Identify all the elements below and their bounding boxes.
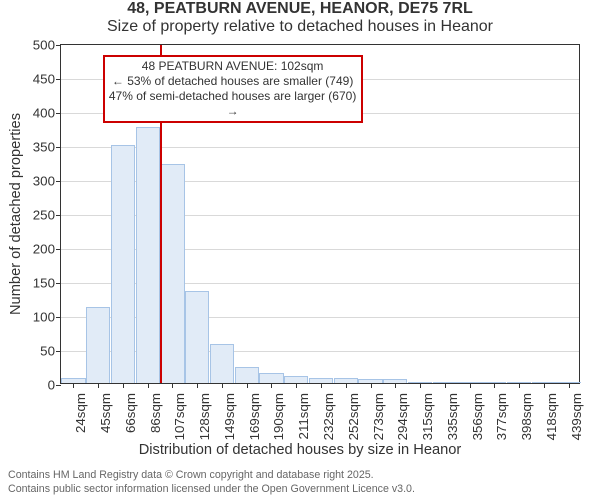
xtick-mark: [222, 383, 223, 388]
xtick-label: 335sqm: [445, 389, 460, 440]
xtick-label: 66sqm: [123, 389, 138, 433]
xtick-mark: [98, 383, 99, 388]
attribution-footer: Contains HM Land Registry data © Crown c…: [0, 469, 415, 496]
histogram-bar: [136, 127, 160, 383]
ytick-label: 200: [33, 242, 61, 257]
xtick-mark: [494, 383, 495, 388]
ytick-label: 500: [33, 38, 61, 53]
xtick-label: 377sqm: [494, 389, 509, 440]
xtick-mark: [172, 383, 173, 388]
xtick-mark: [544, 383, 545, 388]
histogram-bar: [86, 307, 110, 383]
xtick-label: 169sqm: [247, 389, 262, 440]
histogram-bar: [259, 373, 283, 383]
callout-line1: 48 PEATBURN AVENUE: 102sqm: [109, 59, 357, 74]
xtick-mark: [321, 383, 322, 388]
xtick-mark: [346, 383, 347, 388]
ytick-label: 300: [33, 174, 61, 189]
xtick-mark: [395, 383, 396, 388]
ytick-label: 450: [33, 72, 61, 87]
xtick-label: 24sqm: [73, 389, 88, 433]
histogram-bar: [111, 145, 135, 383]
histogram-bar: [235, 367, 259, 383]
ytick-label: 50: [40, 344, 61, 359]
xtick-label: 107sqm: [172, 389, 187, 440]
chart-title-line2: Size of property relative to detached ho…: [0, 18, 600, 36]
ytick-label: 350: [33, 140, 61, 155]
xtick-mark: [271, 383, 272, 388]
xtick-mark: [569, 383, 570, 388]
xtick-mark: [73, 383, 74, 388]
x-axis-label: Distribution of detached houses by size …: [139, 442, 462, 458]
callout-line3: 47% of semi-detached houses are larger (…: [109, 89, 357, 119]
xtick-mark: [197, 383, 198, 388]
xtick-label: 356sqm: [470, 389, 485, 440]
property-callout-box: 48 PEATBURN AVENUE: 102sqm ← 53% of deta…: [103, 55, 363, 123]
xtick-label: 211sqm: [296, 389, 311, 439]
histogram-bar: [284, 376, 308, 383]
ytick-label: 400: [33, 106, 61, 121]
xtick-label: 418sqm: [544, 389, 559, 440]
xtick-mark: [470, 383, 471, 388]
xtick-label: 273sqm: [371, 389, 386, 440]
xtick-label: 190sqm: [271, 389, 286, 440]
ytick-label: 0: [48, 378, 61, 393]
xtick-label: 86sqm: [148, 389, 163, 433]
xtick-label: 439sqm: [569, 389, 584, 440]
chart-title-line1: 48, PEATBURN AVENUE, HEANOR, DE75 7RL: [0, 0, 600, 18]
xtick-mark: [247, 383, 248, 388]
xtick-mark: [296, 383, 297, 388]
xtick-label: 252sqm: [346, 389, 361, 440]
xtick-mark: [519, 383, 520, 388]
footer-line1: Contains HM Land Registry data © Crown c…: [8, 469, 415, 482]
histogram-bar: [185, 291, 209, 383]
ytick-label: 100: [33, 310, 61, 325]
xtick-label: 315sqm: [420, 389, 435, 440]
xtick-label: 45sqm: [98, 389, 113, 433]
chart-plot-area: 05010015020025030035040045050024sqm45sqm…: [60, 44, 580, 384]
xtick-mark: [420, 383, 421, 388]
xtick-mark: [371, 383, 372, 388]
histogram-bar: [210, 344, 234, 383]
footer-line2: Contains public sector information licen…: [8, 483, 415, 496]
histogram-bar: [160, 164, 184, 383]
xtick-label: 294sqm: [395, 389, 410, 440]
xtick-label: 398sqm: [519, 389, 534, 440]
xtick-label: 232sqm: [321, 389, 336, 440]
y-axis-label: Number of detached properties: [8, 113, 24, 315]
xtick-label: 149sqm: [222, 389, 237, 440]
ytick-label: 250: [33, 208, 61, 223]
xtick-mark: [148, 383, 149, 388]
xtick-mark: [445, 383, 446, 388]
xtick-mark: [123, 383, 124, 388]
ytick-label: 150: [33, 276, 61, 291]
callout-line2: ← 53% of detached houses are smaller (74…: [109, 74, 357, 89]
xtick-label: 128sqm: [197, 389, 212, 440]
